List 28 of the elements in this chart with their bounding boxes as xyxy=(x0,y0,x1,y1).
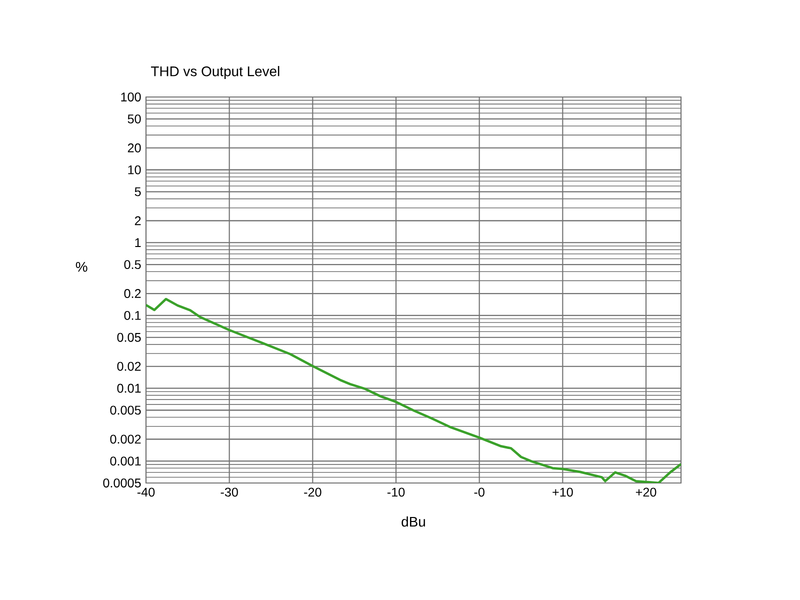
y-tick-label: 0.02 xyxy=(117,362,141,371)
x-tick-label: -40 xyxy=(137,488,155,497)
x-tick-label: -20 xyxy=(304,488,322,497)
y-tick-label: 100 xyxy=(121,92,141,102)
chart-title: THD vs Output Level xyxy=(151,66,280,79)
y-tick-label: 20 xyxy=(128,143,141,152)
y-tick-label: 0.05 xyxy=(117,332,141,342)
y-tick-label: 0.2 xyxy=(124,289,141,298)
y-tick-label: 0.002 xyxy=(110,434,141,444)
y-tick-label: 1 xyxy=(135,238,141,247)
y-tick-label: 0.005 xyxy=(110,406,141,415)
y-axis-title: % xyxy=(76,262,88,272)
y-tick-label: 0.5 xyxy=(124,260,141,270)
y-tick-label: 0.01 xyxy=(117,384,141,393)
x-tick-label: -30 xyxy=(220,488,238,497)
x-tick-label: -10 xyxy=(387,488,405,497)
y-tick-label: 50 xyxy=(128,114,141,124)
y-tick-label: 10 xyxy=(128,165,141,174)
y-tick-label: 5 xyxy=(134,187,141,196)
y-tick-label: 2 xyxy=(134,216,141,226)
y-tick-label: 0.001 xyxy=(110,456,141,466)
y-tick-label: 0.0005 xyxy=(103,478,141,488)
line-series xyxy=(146,298,682,483)
x-tick-label: -0 xyxy=(474,488,484,497)
x-tick-label: +20 xyxy=(636,488,656,497)
y-tick-label: 0.1 xyxy=(124,310,141,320)
x-axis-title: dBu xyxy=(402,516,425,527)
x-tick-label: +10 xyxy=(552,488,573,497)
